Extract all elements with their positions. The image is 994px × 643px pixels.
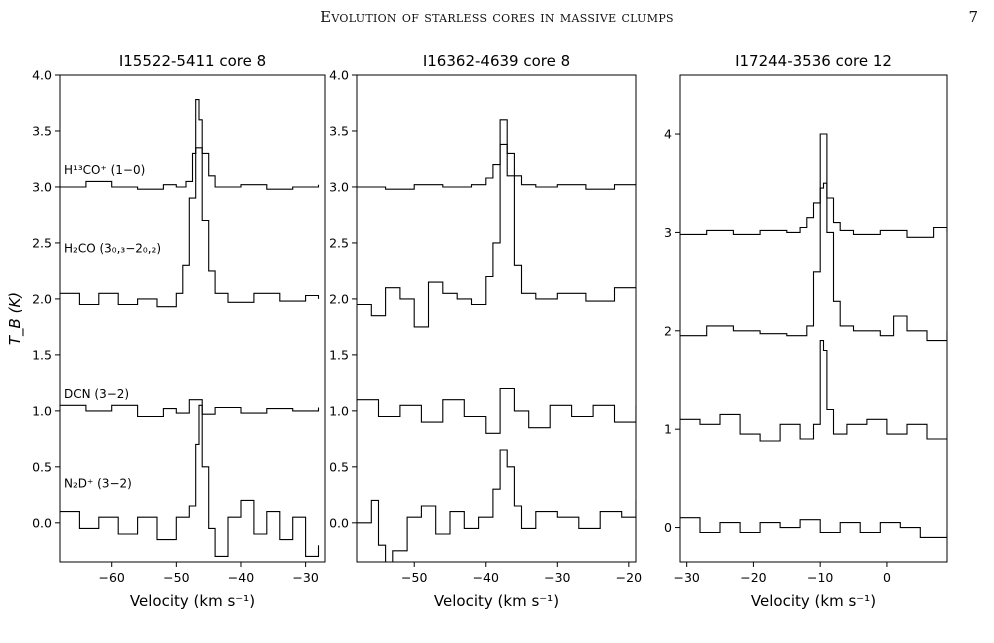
plot-frame <box>679 74 948 563</box>
spectrum-line-2 <box>60 147 320 308</box>
chart-title: I16362-4639 core 8 <box>423 52 570 70</box>
x-tick-label: −30 <box>292 570 318 585</box>
spectrum-line-1 <box>357 143 636 190</box>
y-tick-label: 0.5 <box>329 459 349 474</box>
y-tick-label: 2.5 <box>32 235 52 250</box>
y-tick-label: 2 <box>664 323 672 338</box>
spectrum-line-1 <box>60 99 320 190</box>
y-tick-label: 3 <box>664 225 672 240</box>
spectrum-line-4 <box>357 449 636 562</box>
spectrum-line-3 <box>357 387 636 434</box>
series-label: DCN (3−2) <box>64 387 129 401</box>
y-tick-label: 0.0 <box>329 515 349 530</box>
y-tick-label: 4 <box>664 127 672 142</box>
running-head: Evolution of starless cores in massive c… <box>320 8 674 26</box>
y-tick-label: 0.5 <box>32 459 52 474</box>
x-tick-label: 0 <box>883 570 891 585</box>
y-tick-label: 4.0 <box>32 68 52 83</box>
spectrum-line-4 <box>680 517 947 538</box>
y-tick-label: 1.0 <box>329 403 349 418</box>
y-tick-label: 3.5 <box>32 123 52 138</box>
y-tick-label: 3.0 <box>329 179 349 194</box>
spectrum-line-2 <box>680 133 947 342</box>
y-tick-label: 1.5 <box>329 347 349 362</box>
spectrum-line-1 <box>680 182 947 238</box>
plot-frame <box>59 74 326 563</box>
chart-panel-2: I16362-4639 core 8 0.0 0.5 1.0 1.5 2.0 2.5 3.0 3… <box>329 52 642 610</box>
spectrum-line-2 <box>357 119 636 328</box>
plot-frame <box>356 74 637 563</box>
y-tick-label: 1.0 <box>32 403 52 418</box>
series-label: H¹³CO⁺ (1−0) <box>64 163 145 177</box>
x-tick-label: −50 <box>163 570 189 585</box>
chart-panel-3: I17244-3536 core 12 0 1 2 3 4 −30 −20 −10 0 Veloci… <box>664 52 948 610</box>
y-tick-label: 3.5 <box>329 123 349 138</box>
x-tick-label: −60 <box>99 570 125 585</box>
x-tick-label: −50 <box>401 570 427 585</box>
series-label: H₂CO (3₀,₃−2₀,₂) <box>64 242 161 256</box>
y-tick-label: 1 <box>664 422 672 437</box>
x-tick-label: −20 <box>740 570 766 585</box>
x-tick-label: −30 <box>673 570 699 585</box>
page-number: 7 <box>968 8 978 26</box>
page-header: Evolution of starless cores in massive c… <box>0 0 994 40</box>
y-tick-label: 4.0 <box>329 68 349 83</box>
chart-title: I15522-5411 core 8 <box>119 52 266 70</box>
spectrum-line-3 <box>60 399 320 418</box>
x-tick-label: −20 <box>616 570 642 585</box>
y-tick-label: 2.0 <box>32 291 52 306</box>
chart-panel-1: I15522-5411 core 8 0.0 0.5 1.0 1.5 2.0 2.5 3.0 3… <box>6 52 326 610</box>
y-tick-label: 1.5 <box>32 347 52 362</box>
spectrum-line-3 <box>680 340 947 442</box>
x-axis-label: Velocity (km s⁻¹) <box>130 592 255 610</box>
x-tick-label: −40 <box>473 570 499 585</box>
y-axis-label: T_B (K) <box>6 292 25 345</box>
y-tick-label: 2.5 <box>329 235 349 250</box>
x-axis-label: Velocity (km s⁻¹) <box>751 592 876 610</box>
x-tick-label: −30 <box>544 570 570 585</box>
spectrum-line-4 <box>60 404 320 557</box>
y-tick-label: 0 <box>664 520 672 535</box>
y-tick-label: 3.0 <box>32 179 52 194</box>
x-tick-label: −40 <box>228 570 254 585</box>
x-axis-label: Velocity (km s⁻¹) <box>434 592 559 610</box>
x-tick-label: −10 <box>807 570 833 585</box>
chart-title: I17244-3536 core 12 <box>735 52 892 70</box>
y-tick-label: 0.0 <box>32 515 52 530</box>
y-tick-label: 2.0 <box>329 291 349 306</box>
series-label: N₂D⁺ (3−2) <box>64 477 132 491</box>
